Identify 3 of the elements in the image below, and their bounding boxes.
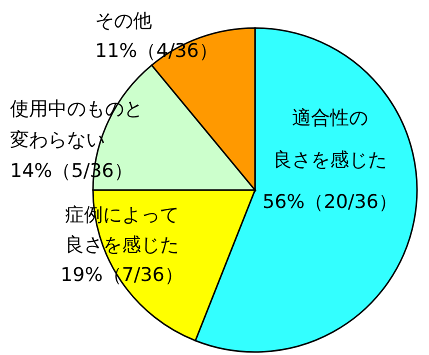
slice-label: その他 — [95, 10, 152, 32]
data-label: 56%（20/36） — [262, 191, 398, 213]
slice-label: 適合性の良さを感じた — [273, 107, 387, 171]
